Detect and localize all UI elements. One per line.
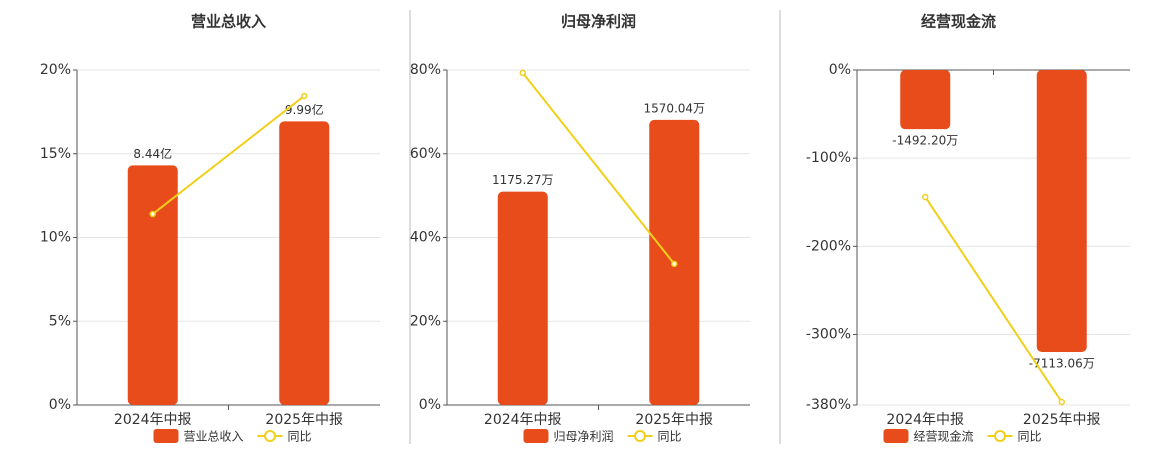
y-tick-label: 0% — [49, 397, 71, 413]
y-tick-label: 5% — [49, 313, 71, 329]
point — [149, 210, 156, 218]
chart-title: 营业总收入 — [191, 13, 266, 31]
bar — [497, 191, 548, 405]
point — [519, 69, 526, 77]
y-tick-label: 80% — [410, 62, 441, 78]
bar — [1036, 70, 1087, 352]
y-tick-label: -200% — [806, 238, 851, 254]
data-label: 1570.04万 — [643, 101, 705, 115]
data-label: -7113.06万 — [1029, 356, 1095, 370]
legend-swatch — [634, 430, 647, 442]
y-tick-label: 0% — [829, 62, 851, 78]
x-tick-label: 2024年中报 — [484, 412, 562, 428]
bar — [900, 70, 951, 130]
legend-swatch — [994, 430, 1007, 442]
legend-swatch — [264, 430, 277, 442]
x-tick-label: 2025年中报 — [265, 412, 343, 428]
y-tick-label: 20% — [410, 313, 441, 329]
x-tick-label: 2025年中报 — [1023, 412, 1101, 428]
chart-title: 经营现金流 — [921, 13, 996, 31]
point — [671, 260, 678, 268]
data-label: -1492.20万 — [892, 134, 958, 148]
point — [922, 193, 929, 201]
legend-label: 同比 — [658, 430, 682, 444]
y-tick-label: 0% — [419, 397, 441, 413]
point — [301, 92, 308, 100]
y-tick-label: 10% — [40, 230, 71, 246]
y-tick-label: 15% — [40, 146, 71, 162]
x-tick-label: 2025年中报 — [635, 412, 713, 428]
data-label: 9.99亿 — [285, 102, 324, 117]
y-tick-label: -100% — [806, 150, 851, 166]
legend-label: 同比 — [288, 430, 312, 444]
legend-label: 同比 — [1018, 430, 1042, 444]
bar — [127, 165, 178, 405]
legend-swatch — [523, 429, 549, 443]
line — [924, 196, 1063, 403]
line — [152, 95, 305, 215]
y-tick-label: 40% — [410, 230, 441, 246]
legend-swatch — [153, 429, 179, 443]
y-tick-label: -300% — [806, 326, 851, 342]
legend-swatch — [883, 429, 909, 443]
data-label: 8.44亿 — [133, 146, 172, 161]
bar — [279, 121, 330, 405]
data-label: 1175.27万 — [492, 173, 554, 187]
y-tick-label: 60% — [410, 146, 441, 162]
line — [521, 72, 676, 265]
legend-label: 归母净利润 — [554, 430, 614, 444]
y-tick-label: -380% — [806, 397, 851, 413]
x-tick-label: 2024年中报 — [114, 412, 192, 428]
x-tick-label: 2024年中报 — [886, 412, 964, 428]
y-tick-label: 20% — [40, 62, 71, 78]
legend-label: 经营现金流 — [914, 429, 974, 444]
chart-title: 归母净利润 — [561, 13, 636, 31]
point — [1058, 398, 1065, 406]
legend-label: 营业总收入 — [184, 430, 244, 444]
